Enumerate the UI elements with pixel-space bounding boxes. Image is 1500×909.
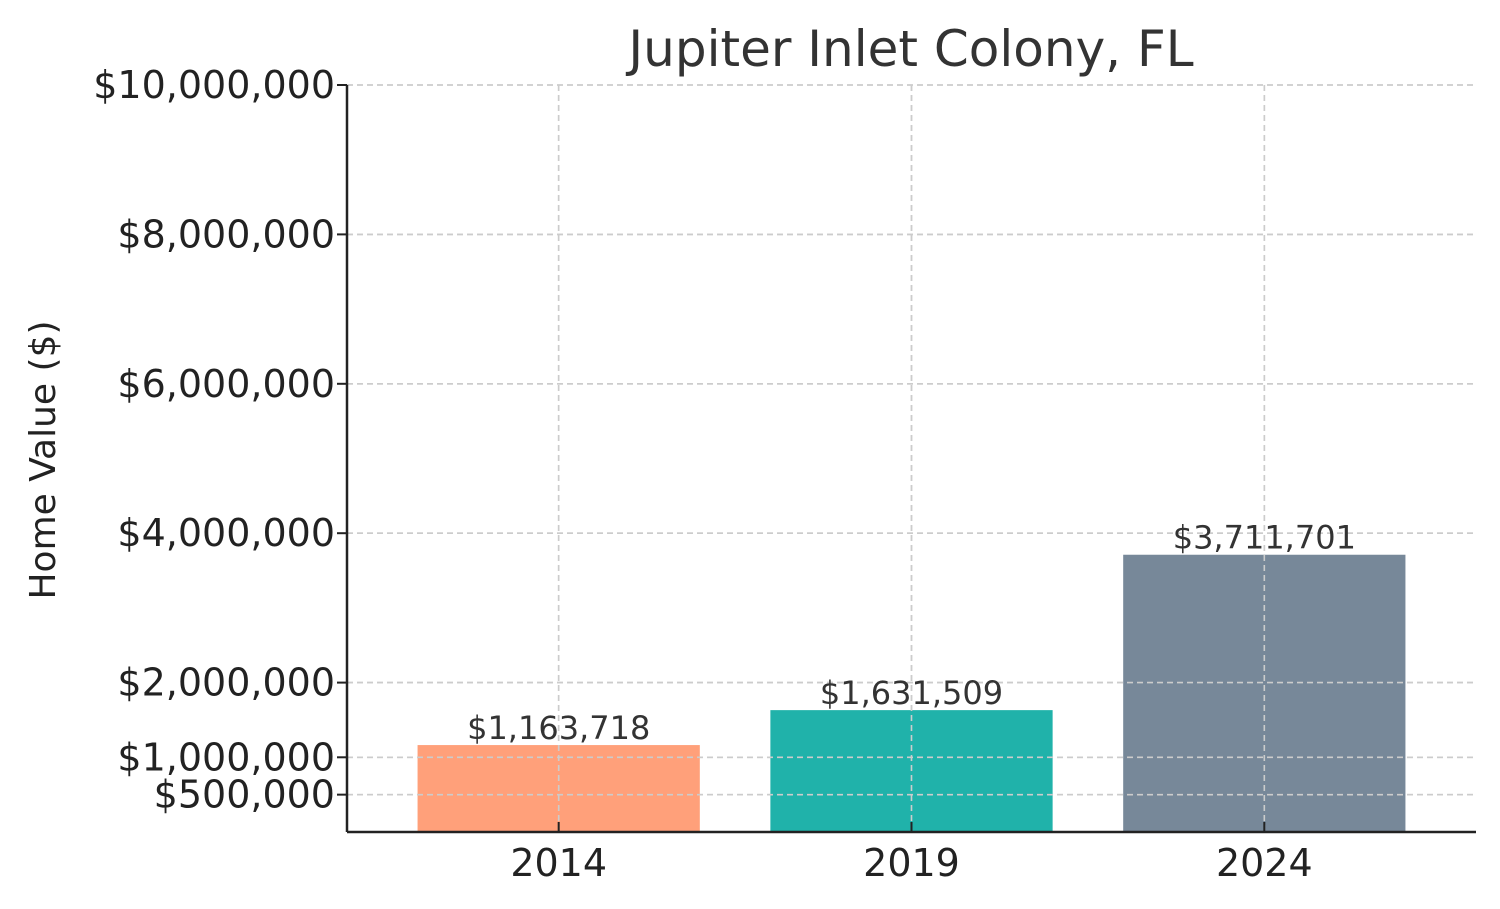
y-axis-label: Home Value ($) (23, 320, 64, 599)
bar-value-label: $3,711,701 (1173, 519, 1356, 557)
x-tick-label: 2019 (863, 841, 960, 885)
y-tick-label: $500,000 (154, 773, 335, 817)
axes-layer (337, 84, 1476, 834)
bar-value-label: $1,631,509 (820, 674, 1003, 712)
y-tick-label: $8,000,000 (117, 212, 335, 256)
x-tick-label: 2014 (510, 841, 607, 885)
chart-title: Jupiter Inlet Colony, FL (625, 20, 1193, 78)
bar-value-label: $1,163,718 (467, 709, 650, 747)
labels-layer: $500,000$1,000,000 $2,000,000 $4,000,000 $6… (93, 63, 1356, 885)
y-tick-label: $1,000,000 (117, 735, 335, 779)
bars-layer (347, 84, 1476, 832)
y-tick-label: $10,000,000 (93, 63, 335, 107)
y-tick-label: $6,000,000 (117, 362, 335, 406)
y-tick-label: $2,000,000 (117, 661, 335, 705)
y-tick-label: $4,000,000 (117, 511, 335, 555)
x-tick-label: 2024 (1216, 841, 1313, 885)
